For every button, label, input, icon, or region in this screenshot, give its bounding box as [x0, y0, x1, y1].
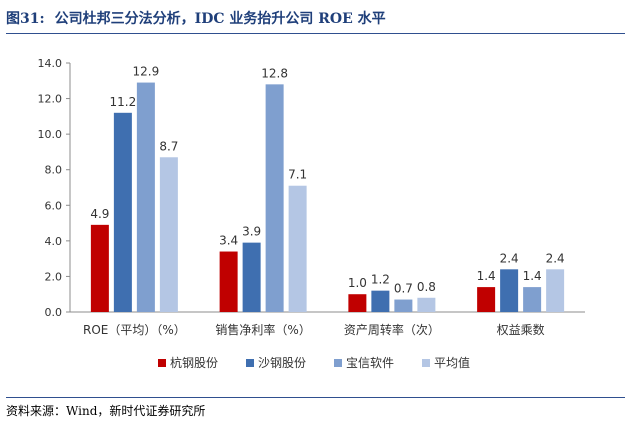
bar — [523, 287, 542, 312]
data-label: 1.0 — [348, 276, 367, 290]
legend-label: 宝信软件 — [346, 356, 394, 370]
category-labels: ROE（平均）（%） 销售净利率（%） 资产周转率（次） 权益乘数 — [83, 322, 545, 337]
legend-label: 杭钢股份 — [170, 355, 218, 370]
data-label: 0.7 — [394, 282, 413, 296]
bar — [136, 82, 155, 312]
bar — [371, 290, 390, 312]
figure-number: 图31: — [6, 11, 45, 27]
bars — [90, 82, 565, 312]
data-label: 1.4 — [477, 269, 496, 283]
figure-title: 图31: 公司杜邦三分法分析，IDC 业务抬升公司 ROE 水平 — [6, 8, 386, 28]
bar — [417, 297, 436, 312]
legend-swatch — [334, 359, 342, 367]
data-label: 8.7 — [159, 139, 178, 153]
bar — [348, 294, 367, 312]
y-tick-label: 14.0 — [38, 57, 63, 70]
legend-swatch — [246, 359, 254, 367]
bar — [159, 157, 178, 312]
category-label: 销售净利率（%） — [215, 322, 310, 337]
y-tick-label: 4.0 — [45, 235, 63, 248]
data-label: 0.8 — [417, 280, 436, 294]
data-label: 2.4 — [500, 251, 519, 265]
legend-swatch — [158, 359, 166, 367]
data-labels: 4.9 11.2 12.9 8.7 3.4 3.9 12.8 7.1 1.0 1.2 0.7 0.8 1… — [90, 65, 564, 296]
data-label: 11.2 — [110, 95, 137, 109]
bar — [113, 112, 132, 312]
bar — [219, 251, 238, 312]
y-tick-label: 2.0 — [45, 270, 63, 283]
y-tick-label: 8.0 — [45, 164, 63, 177]
source-note: 资料来源：Wind，新时代证券研究所 — [6, 404, 206, 418]
category-label: 权益乘数 — [497, 322, 545, 337]
data-label: 3.4 — [219, 234, 238, 248]
bar — [394, 299, 413, 312]
y-tick-label: 6.0 — [45, 199, 63, 212]
y-tick-label: 10.0 — [38, 128, 63, 141]
figure-title-text: 公司杜邦三分法分析，IDC 业务抬升公司 ROE 水平 — [54, 11, 386, 27]
y-axis: 0.0 2.0 4.0 6.0 8.0 10.0 12.0 14.0 — [38, 57, 585, 319]
bar — [500, 269, 519, 312]
bar — [90, 224, 109, 312]
bar — [546, 269, 565, 312]
legend-label: 平均值 — [434, 355, 470, 370]
legend-swatch — [422, 359, 430, 367]
bar — [242, 242, 261, 312]
bar — [265, 84, 284, 312]
source-divider — [6, 397, 625, 398]
bar — [477, 287, 496, 312]
data-label: 12.9 — [133, 65, 160, 79]
y-tick-label: 0.0 — [45, 306, 63, 319]
data-label: 1.4 — [523, 269, 542, 283]
data-label: 12.8 — [261, 66, 288, 80]
category-label: 资产周转率（次） — [344, 322, 440, 337]
category-label: ROE（平均）（%） — [83, 323, 186, 337]
bar — [288, 185, 307, 312]
data-label: 2.4 — [546, 251, 565, 265]
data-label: 4.9 — [90, 207, 109, 221]
legend-label: 沙钢股份 — [258, 356, 306, 370]
data-label: 3.9 — [242, 225, 261, 239]
y-tick-label: 12.0 — [38, 93, 63, 106]
legend: 杭钢股份 沙钢股份 宝信软件 平均值 — [158, 355, 470, 370]
data-label: 1.2 — [371, 273, 390, 287]
data-label: 7.1 — [288, 168, 307, 182]
title-divider — [6, 33, 625, 34]
